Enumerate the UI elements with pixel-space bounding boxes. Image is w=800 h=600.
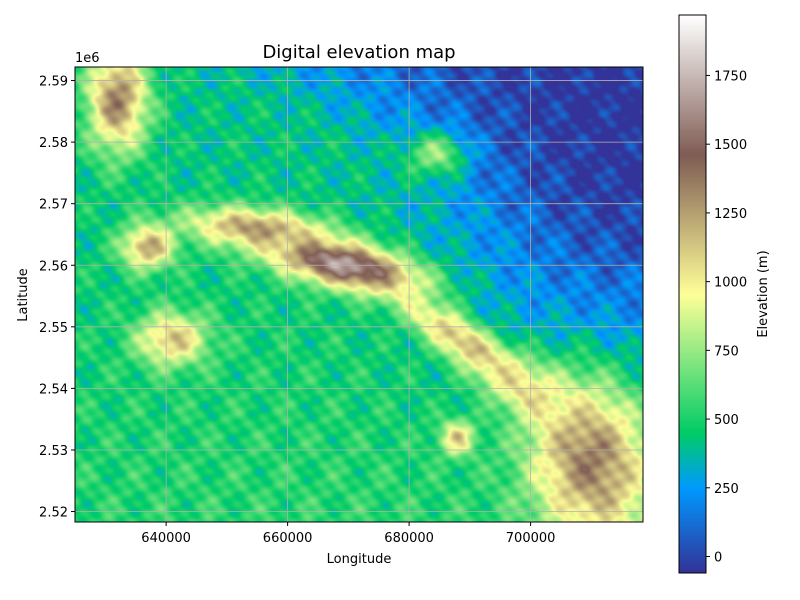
colorbar-label: Elevation (m) — [756, 250, 771, 337]
colorbar-tick-label: 1500 — [714, 138, 747, 153]
y-offset-label: 1e6 — [75, 51, 100, 66]
x-axis-ticks: 640000 660000 680000 700000 — [141, 522, 555, 546]
y-tick-label: 2.59 — [39, 75, 68, 90]
y-axis-label: Latitude — [16, 268, 31, 322]
y-tick-label: 2.55 — [39, 321, 68, 336]
x-axis-label: Longitude — [327, 552, 392, 567]
y-tick-label: 2.52 — [39, 506, 68, 521]
chart-title: Digital elevation map — [262, 42, 455, 63]
y-tick-label: 2.54 — [39, 382, 68, 397]
colorbar-ticks: 0 250 500 750 1000 1250 1500 1750 — [706, 69, 747, 566]
x-tick-label: 660000 — [263, 531, 313, 546]
colorbar-tick-label: 500 — [714, 413, 739, 428]
y-axis-ticks: 2.52 2.53 2.54 2.55 2.56 2.57 2.58 2.59 — [39, 75, 75, 521]
colorbar-tick-label: 0 — [714, 551, 722, 566]
plot-frame — [74, 66, 644, 523]
elevation-raster — [75, 67, 643, 522]
x-tick-label: 700000 — [506, 531, 556, 546]
grid-lines — [75, 67, 643, 522]
y-tick-label: 2.53 — [39, 444, 68, 459]
x-tick-label: 680000 — [384, 531, 434, 546]
colorbar-tick-label: 250 — [714, 482, 739, 497]
colorbar-tick-label: 1000 — [714, 276, 747, 291]
colorbar-tick-label: 1250 — [714, 207, 747, 222]
x-tick-label: 640000 — [141, 531, 191, 546]
y-tick-label: 2.58 — [39, 136, 68, 151]
y-tick-label: 2.57 — [39, 198, 68, 213]
y-tick-label: 2.56 — [39, 259, 68, 274]
colorbar-tick-label: 1750 — [714, 69, 747, 84]
colorbar-tick-label: 750 — [714, 344, 739, 359]
colorbar: 0 250 500 750 1000 1250 1500 1750 Elevation (m) — [678, 14, 771, 574]
